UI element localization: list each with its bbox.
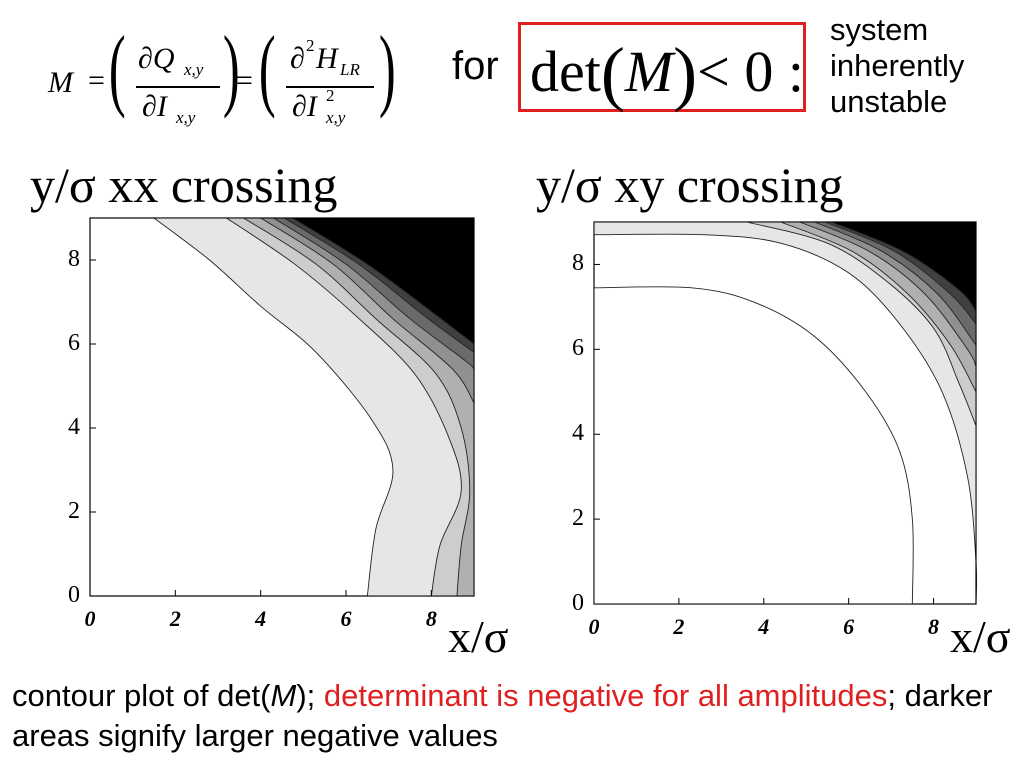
formula-den2-sub: x,y <box>326 108 346 127</box>
caption: contour plot of det(M); determinant is n… <box>12 676 1012 756</box>
y-tick-label: 2 <box>68 498 80 524</box>
contour-line <box>593 286 914 605</box>
contour-line <box>746 221 977 426</box>
x-tick-label: 6 <box>340 606 352 631</box>
formula-paren-right-1: ) <box>222 17 240 119</box>
formula-num2-sub: LR <box>340 60 360 79</box>
contour-line <box>814 221 977 346</box>
conclusion-line: inherently <box>830 48 965 83</box>
caption-part: contour plot of det( <box>12 678 271 713</box>
formula-num1: ∂Q <box>138 42 175 75</box>
x-tick-label: 8 <box>928 614 940 639</box>
formula-fraction-bar-1 <box>136 86 220 88</box>
det-argument: M <box>624 39 674 104</box>
contour-line <box>153 217 394 597</box>
x-axis-label-xy: x/σ <box>950 611 1011 662</box>
x-tick-label: 2 <box>169 606 181 631</box>
x-tick-label: 4 <box>758 614 770 639</box>
contour-line <box>243 217 471 597</box>
y-tick-label: 0 <box>68 582 80 608</box>
x-tick-label: 8 <box>425 606 437 631</box>
plot-border <box>89 217 475 597</box>
formula-num2-H: H <box>316 42 338 75</box>
formula-lhs: M <box>48 66 73 99</box>
contour-line <box>825 221 977 325</box>
contour-line <box>283 217 475 353</box>
formula-num2-sup: 2 <box>306 36 315 55</box>
formula-den2-sup: 2 <box>326 86 335 105</box>
formula-den1-sub: x,y <box>176 108 196 127</box>
y-tick-label: 4 <box>572 420 584 447</box>
formula-paren-left-2: ( <box>258 17 276 119</box>
conclusion-line: unstable <box>830 84 948 119</box>
contour-line <box>799 221 977 367</box>
y-tick-label: 4 <box>68 414 80 440</box>
formula-num1-sub: x,y <box>184 60 204 79</box>
det-condition: det(M)< 0 : <box>530 26 804 113</box>
y-tick-label: 0 <box>572 590 584 616</box>
formula-equals-2: = <box>236 64 253 97</box>
formula-equals-1: = <box>88 64 105 97</box>
formula-den1: ∂I <box>142 90 167 123</box>
chart-title-xy: y/σ xy crossing <box>536 157 844 213</box>
conclusion-text: system inherently unstable <box>830 12 964 120</box>
caption-highlight: determinant is negative for all amplitud… <box>323 678 888 713</box>
det-paren-left: ( <box>600 33 625 113</box>
contour-region-level-7 <box>831 222 976 312</box>
contour-region-white <box>594 286 914 604</box>
contour-line <box>260 217 475 404</box>
y-tick-label: 6 <box>572 335 584 362</box>
plot-border <box>593 221 977 605</box>
formula-fraction-bar-2 <box>286 86 374 88</box>
x-tick-label: 6 <box>843 614 855 639</box>
det-highlight-box <box>518 22 806 112</box>
contour-line <box>226 217 462 597</box>
contour-line <box>780 221 977 392</box>
det-function: det <box>530 39 601 104</box>
conclusion-line: system <box>830 12 929 47</box>
contour-plot-xy <box>593 221 978 605</box>
formula-num2: ∂ <box>290 42 305 75</box>
formula-M: M = ( ∂Q x,y ∂I x,y ) = ( ∂ 2 H LR ∂I 2 … <box>40 22 440 138</box>
x-tick-label: 0 <box>84 606 96 631</box>
x-axis-label-xx: x/σ <box>448 611 509 662</box>
chart-title-xx: y/σ xx crossing <box>30 157 338 213</box>
for-label: for <box>452 44 499 88</box>
x-tick-label: 0 <box>588 614 600 639</box>
contour-line <box>593 233 978 605</box>
caption-italic: M <box>270 678 297 713</box>
y-tick-label: 2 <box>572 505 584 532</box>
contour-line <box>831 221 977 312</box>
det-paren-right: ) <box>673 33 698 113</box>
contour-line <box>273 217 475 370</box>
x-tick-label: 4 <box>255 606 267 631</box>
y-tick-label: 8 <box>572 250 584 277</box>
y-tick-label: 8 <box>68 246 80 272</box>
formula-den2: ∂I <box>292 90 317 123</box>
caption-part: ; darker areas signify larger negative v… <box>12 678 993 753</box>
formula-paren-right-2: ) <box>378 17 396 119</box>
det-relation: < 0 : <box>697 39 804 104</box>
caption-part: ); <box>296 678 324 713</box>
y-tick-label: 6 <box>68 330 80 356</box>
contour-plot-xx <box>89 217 475 597</box>
contour-line <box>292 217 475 345</box>
x-tick-label: 2 <box>673 614 685 639</box>
contour-region-level-7 <box>292 218 474 344</box>
formula-paren-left-1: ( <box>108 17 126 119</box>
